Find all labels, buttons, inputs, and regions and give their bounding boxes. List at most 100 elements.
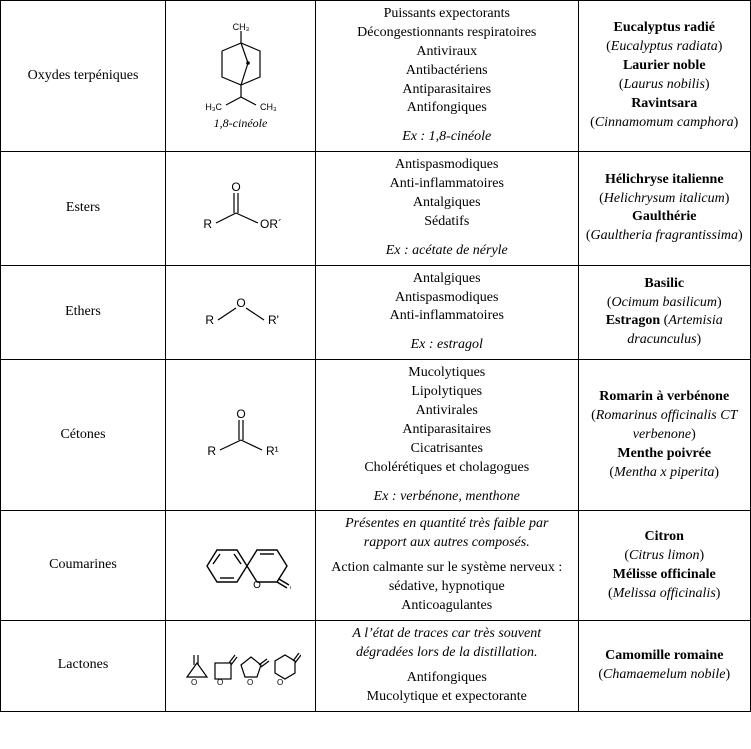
plant-common: Gaulthérie bbox=[585, 208, 745, 227]
plant-latin: (Gaultheria fragrantissima) bbox=[585, 227, 745, 246]
o-label: O bbox=[247, 678, 253, 687]
property-line: Antiviraux bbox=[322, 43, 572, 62]
or-right-label: OR´ bbox=[260, 217, 282, 231]
ester-structure-icon: O R OR´ bbox=[196, 178, 286, 238]
properties-cell: Antalgiques Antispasmodiques Anti-inflam… bbox=[316, 265, 579, 360]
example-line: Ex : estragol bbox=[322, 336, 572, 355]
plants-cell: Eucalyptus radié (Eucalyptus radiata) La… bbox=[578, 1, 751, 152]
plant-latin: (Melissa officinalis) bbox=[585, 585, 745, 604]
structure-cell: R O R' bbox=[166, 265, 316, 360]
ch3-br-label: CH₃ bbox=[260, 102, 277, 111]
r-left-label: R bbox=[203, 217, 212, 231]
properties-cell: A l’état de traces car très souvent dégr… bbox=[316, 620, 579, 711]
property-line: Lipolytiques bbox=[322, 383, 572, 402]
plant-common: Romarin à verbénone bbox=[585, 388, 745, 407]
r-left-label: R bbox=[207, 444, 216, 458]
o-label: O bbox=[191, 678, 197, 687]
property-line: Mucolytique et expectorante bbox=[322, 688, 572, 707]
ketone-structure-icon: O R R¹ bbox=[196, 405, 286, 465]
structure-cell: O O bbox=[166, 511, 316, 620]
o-top-label: O bbox=[231, 180, 240, 194]
property-line: Cholérétiques et cholagogues bbox=[322, 459, 572, 478]
plant-common: Citron bbox=[585, 528, 745, 547]
example-line: Ex : acétate de néryle bbox=[322, 242, 572, 261]
property-line: Antispasmodiques bbox=[322, 289, 572, 308]
property-line: Anti-inflammatoires bbox=[322, 175, 572, 194]
plants-cell: Hélichryse italienne (Helichrysum italic… bbox=[578, 152, 751, 265]
o-label: O bbox=[277, 678, 283, 687]
ch3-top-label: CH₃ bbox=[232, 22, 249, 32]
plant-common: Eucalyptus radié bbox=[585, 19, 745, 38]
table-row: Lactones O O O O A l’état de tr bbox=[1, 620, 751, 711]
o-ring-label: O bbox=[253, 580, 261, 591]
plant-common: Menthe poivrée bbox=[585, 445, 745, 464]
plant-latin: (Laurus nobilis) bbox=[585, 76, 745, 95]
family-name: Ethers bbox=[1, 265, 166, 360]
plant-common: Laurier noble bbox=[585, 57, 745, 76]
plant-latin: (Ocimum basilicum) bbox=[585, 294, 745, 313]
properties-cell: Antispasmodiques Anti-inflammatoires Ant… bbox=[316, 152, 579, 265]
property-line: Antifongiques bbox=[322, 99, 572, 118]
property-line: Antifongiques bbox=[322, 669, 572, 688]
family-name: Oxydes terpéniques bbox=[1, 1, 166, 152]
table-row: Esters O R OR´ Antispasmodiques Anti-inf… bbox=[1, 152, 751, 265]
plant-common: Mélisse officinale bbox=[585, 566, 745, 585]
intro-line: Présentes en quantité très faible par ra… bbox=[322, 515, 572, 553]
example-line: Ex : 1,8-cinéole bbox=[322, 128, 572, 147]
o-mid-label: O bbox=[236, 296, 245, 310]
table-row: Ethers R O R' Antalgiques Antispasmodiqu… bbox=[1, 265, 751, 360]
ch3-bl-label: H₃C bbox=[205, 102, 222, 111]
property-line: Antibactériens bbox=[322, 62, 572, 81]
property-line: Action calmante sur le système nerveux :… bbox=[322, 559, 572, 597]
family-name: Esters bbox=[1, 152, 166, 265]
r-right-label: R' bbox=[268, 313, 279, 327]
structure-cell: O O O O bbox=[166, 620, 316, 711]
structure-caption: 1,8-cinéole bbox=[172, 115, 309, 131]
property-line: Mucolytiques bbox=[322, 364, 572, 383]
property-line: Antispasmodiques bbox=[322, 156, 572, 175]
chem-family-table: Oxydes terpéniques CH₃ H₃C CH₃ 1,8-cinéo… bbox=[0, 0, 751, 712]
family-name: Lactones bbox=[1, 620, 166, 711]
plant-latin: (Mentha x piperita) bbox=[585, 464, 745, 483]
o-carbonyl-label: O bbox=[290, 583, 291, 594]
plant-latin: (Helichrysum italicum) bbox=[585, 190, 745, 209]
property-line: Antivirales bbox=[322, 402, 572, 421]
plant-latin: (Citrus limon) bbox=[585, 547, 745, 566]
o-top-label: O bbox=[236, 407, 245, 421]
plants-cell: Citron (Citrus limon) Mélisse officinale… bbox=[578, 511, 751, 620]
plant-common: Hélichryse italienne bbox=[585, 171, 745, 190]
plant-latin: (Eucalyptus radiata) bbox=[585, 38, 745, 57]
r-left-label: R bbox=[205, 313, 214, 327]
ether-structure-icon: R O R' bbox=[196, 292, 286, 332]
family-name: Coumarines bbox=[1, 511, 166, 620]
properties-cell: Présentes en quantité très faible par ra… bbox=[316, 511, 579, 620]
plant-common: Basilic bbox=[585, 275, 745, 294]
plant-latin: (Cinnamomum camphora) bbox=[585, 114, 745, 133]
coumarin-structure-icon: O O bbox=[191, 538, 291, 594]
plant-latin: (Romarinus officinalis CT verbenone) bbox=[585, 407, 745, 445]
plants-cell: Basilic (Ocimum basilicum) Estragon (Art… bbox=[578, 265, 751, 360]
plant-inline: Estragon (Artemisia dracunculus) bbox=[585, 312, 745, 350]
property-line: Cicatrisantes bbox=[322, 440, 572, 459]
plants-cell: Camomille romaine (Chamaemelum nobile) bbox=[578, 620, 751, 711]
property-line: Antalgiques bbox=[322, 270, 572, 289]
structure-cell: O R OR´ bbox=[166, 152, 316, 265]
property-line: Antiparasitaires bbox=[322, 421, 572, 440]
o-label: O bbox=[217, 678, 223, 687]
table-row: Oxydes terpéniques CH₃ H₃C CH₃ 1,8-cinéo… bbox=[1, 1, 751, 152]
property-line: Anticoagulantes bbox=[322, 597, 572, 616]
intro-line: A l’état de traces car très souvent dégr… bbox=[322, 625, 572, 663]
table-row: Cétones O R R¹ Mucolytiques Lipolytiques… bbox=[1, 360, 751, 511]
property-line: Décongestionnants respiratoires bbox=[322, 24, 572, 43]
property-line: Puissants expectorants bbox=[322, 5, 572, 24]
plant-common: Camomille romaine bbox=[585, 647, 745, 666]
properties-cell: Puissants expectorants Décongestionnants… bbox=[316, 1, 579, 152]
table-row: Coumarines O O Présentes en quantité trè… bbox=[1, 511, 751, 620]
structure-cell: CH₃ H₃C CH₃ 1,8-cinéole bbox=[166, 1, 316, 152]
properties-cell: Mucolytiques Lipolytiques Antivirales An… bbox=[316, 360, 579, 511]
plant-common: Ravintsara bbox=[585, 95, 745, 114]
property-line: Antalgiques bbox=[322, 194, 572, 213]
property-line: Sédatifs bbox=[322, 213, 572, 232]
family-name: Cétones bbox=[1, 360, 166, 511]
structure-cell: O R R¹ bbox=[166, 360, 316, 511]
